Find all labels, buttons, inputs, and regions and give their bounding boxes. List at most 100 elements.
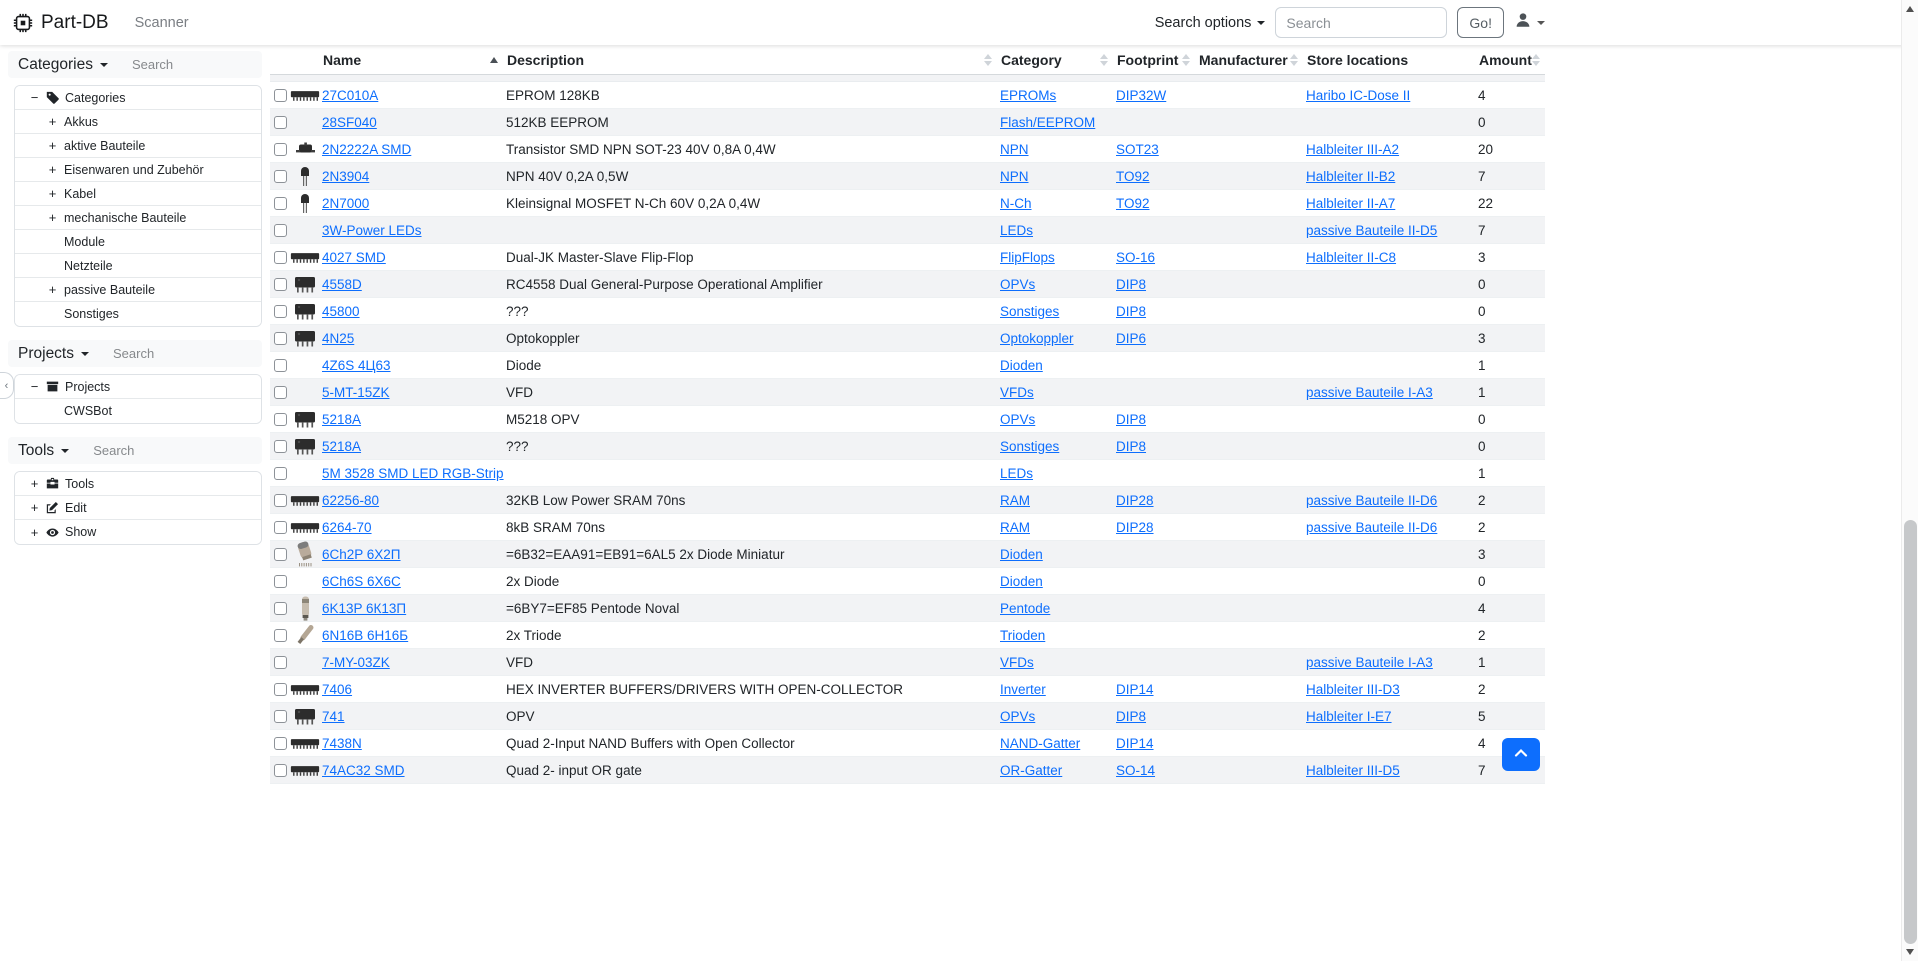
tree-item-aktive-bauteile[interactable]: + aktive Bauteile	[15, 134, 261, 158]
row-checkbox[interactable]	[274, 115, 287, 129]
expand-toggle-icon[interactable]: +	[48, 162, 57, 177]
part-thumbnail-ic-dip8[interactable]	[290, 438, 320, 455]
part-name-link[interactable]: 4558D	[322, 276, 362, 292]
row-checkbox[interactable]	[274, 88, 287, 102]
row-checkbox[interactable]	[274, 277, 287, 291]
footprint-link[interactable]: DIP14	[1116, 681, 1154, 697]
footprint-link[interactable]: TO92	[1116, 195, 1150, 211]
category-link[interactable]: Pentode	[1000, 600, 1051, 616]
footprint-link[interactable]: TO92	[1116, 168, 1150, 184]
row-checkbox[interactable]	[274, 439, 287, 453]
footprint-link[interactable]: SOT23	[1116, 141, 1159, 157]
column-header-store-locations[interactable]: Store locations	[1304, 45, 1476, 74]
category-link[interactable]: NPN	[1000, 141, 1029, 157]
sort-toggle-icon[interactable]	[1100, 53, 1108, 66]
part-name-link[interactable]: 7438N	[322, 735, 362, 751]
sort-ascending-icon[interactable]	[490, 56, 498, 63]
store-location-link[interactable]: passive Bauteile I-A3	[1306, 654, 1433, 670]
expand-toggle-icon[interactable]: +	[48, 186, 57, 201]
tree-item-passive-bauteile[interactable]: + passive Bauteile	[15, 278, 261, 302]
part-thumbnail-tube-diagonal[interactable]	[290, 624, 320, 646]
row-checkbox[interactable]	[274, 709, 287, 723]
tree-item-edit[interactable]: + Edit	[15, 496, 261, 520]
sort-toggle-icon[interactable]	[1531, 53, 1540, 66]
part-name-link[interactable]: 7-MY-03ZK	[322, 654, 390, 670]
part-thumbnail-tube-tall[interactable]	[290, 596, 320, 621]
category-link[interactable]: FlipFlops	[1000, 249, 1055, 265]
category-link[interactable]: NAND-Gatter	[1000, 735, 1081, 751]
part-name-link[interactable]: 5218A	[322, 438, 362, 454]
category-link[interactable]: RAM	[1000, 519, 1030, 535]
expand-toggle-icon[interactable]: +	[30, 524, 39, 540]
tree-item-module[interactable]: Module	[15, 230, 261, 254]
category-link[interactable]: RAM	[1000, 492, 1030, 508]
search-options-dropdown[interactable]: Search options	[1155, 15, 1266, 31]
part-name-link[interactable]: 4027 SMD	[322, 249, 386, 265]
categories-dropdown[interactable]: Categories	[18, 56, 108, 74]
footprint-link[interactable]: SO-14	[1116, 762, 1156, 778]
category-link[interactable]: OPVs	[1000, 411, 1036, 427]
row-checkbox[interactable]	[274, 358, 287, 372]
expand-toggle-icon[interactable]: +	[48, 114, 57, 129]
row-checkbox[interactable]	[274, 682, 287, 696]
part-name-link[interactable]: 5218A	[322, 411, 362, 427]
footprint-link[interactable]: DIP14	[1116, 735, 1154, 751]
expand-toggle-icon[interactable]: +	[30, 476, 39, 491]
category-link[interactable]: OPVs	[1000, 276, 1036, 292]
tools-dropdown[interactable]: Tools	[18, 442, 70, 460]
category-link[interactable]: Trioden	[1000, 627, 1046, 643]
row-checkbox[interactable]	[274, 520, 287, 534]
store-location-link[interactable]: passive Bauteile II-D6	[1306, 519, 1438, 535]
part-name-link[interactable]: 7406	[322, 681, 353, 697]
part-name-link[interactable]: 45800	[322, 303, 360, 319]
store-location-link[interactable]: Haribo IC-Dose II	[1306, 87, 1411, 103]
category-link[interactable]: OPVs	[1000, 708, 1036, 724]
part-thumbnail-ic-dip-side[interactable]	[290, 683, 320, 696]
column-header-footprint[interactable]: Footprint	[1114, 45, 1196, 74]
category-link[interactable]: EPROMs	[1000, 87, 1057, 103]
part-name-link[interactable]: 6K13P 6К13П	[322, 600, 407, 616]
part-thumbnail-tube-round[interactable]	[290, 541, 320, 567]
expand-toggle-icon[interactable]: +	[48, 282, 57, 297]
sort-toggle-icon[interactable]	[1182, 53, 1190, 66]
part-name-link[interactable]: 27C010A	[322, 87, 379, 103]
category-link[interactable]: OR-Gatter	[1000, 762, 1063, 778]
part-thumbnail-ic-dip8[interactable]	[290, 330, 320, 347]
nav-scanner-link[interactable]: Scanner	[134, 14, 189, 31]
tree-item-eisenwaren-und-zubeh-r[interactable]: + Eisenwaren und Zubehör	[15, 158, 261, 182]
part-name-link[interactable]: 74AC32 SMD	[322, 762, 405, 778]
scrollbar-thumb[interactable]	[1904, 520, 1917, 944]
row-checkbox[interactable]	[274, 655, 287, 669]
part-name-link[interactable]: 741	[322, 708, 345, 724]
row-checkbox[interactable]	[274, 223, 287, 237]
store-location-link[interactable]: passive Bauteile II-D5	[1306, 222, 1438, 238]
footprint-link[interactable]: DIP8	[1116, 708, 1147, 724]
part-name-link[interactable]: 6264-70	[322, 519, 372, 535]
part-name-link[interactable]: 5M 3528 SMD LED RGB-Strip	[322, 465, 504, 481]
footprint-link[interactable]: DIP28	[1116, 519, 1154, 535]
part-name-link[interactable]: 6Ch6S 6X6C	[322, 573, 401, 589]
part-thumbnail-ic-dip-side[interactable]	[290, 251, 320, 264]
part-name-link[interactable]: 62256-80	[322, 492, 380, 508]
window-scrollbar[interactable]	[1901, 0, 1918, 961]
store-location-link[interactable]: Halbleiter III-D5	[1306, 762, 1400, 778]
part-name-link[interactable]: 2N2222A SMD	[322, 141, 412, 157]
footprint-link[interactable]: DIP8	[1116, 411, 1147, 427]
collapse-toggle-icon[interactable]: −	[30, 379, 39, 394]
part-thumbnail-sot23[interactable]	[290, 142, 320, 156]
row-checkbox[interactable]	[274, 142, 287, 156]
row-checkbox[interactable]	[274, 412, 287, 426]
column-header-category[interactable]: Category	[998, 45, 1114, 74]
row-checkbox[interactable]	[274, 304, 287, 318]
part-name-link[interactable]: 2N3904	[322, 168, 370, 184]
column-header-description[interactable]: Description	[504, 45, 998, 74]
part-thumbnail-ic-dip8[interactable]	[290, 708, 320, 725]
store-location-link[interactable]: Halbleiter III-A2	[1306, 141, 1400, 157]
store-location-link[interactable]: passive Bauteile I-A3	[1306, 384, 1433, 400]
part-thumbnail-to92[interactable]	[290, 165, 320, 187]
row-checkbox[interactable]	[274, 547, 287, 561]
row-checkbox[interactable]	[274, 169, 287, 183]
category-link[interactable]: N-Ch	[1000, 195, 1032, 211]
store-location-link[interactable]: Halbleiter II-C8	[1306, 249, 1397, 265]
category-link[interactable]: LEDs	[1000, 222, 1034, 238]
